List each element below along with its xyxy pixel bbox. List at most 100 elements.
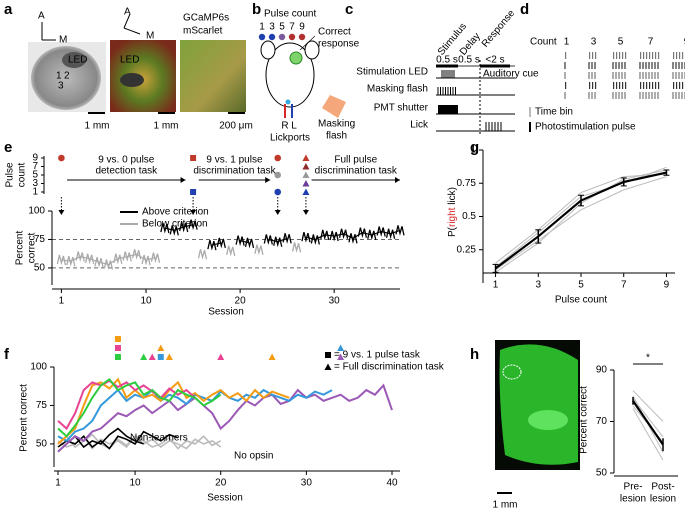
session-trace [160,222,170,234]
session-trace [367,229,377,241]
duration-label: <2 s [485,55,504,66]
channel-label: mScarlet [183,26,223,37]
pulse-dot [268,33,276,41]
cue-label: Auditory cue [483,69,539,80]
y-tick-label: 75 [34,234,46,245]
marker [302,180,310,187]
marker [302,154,310,161]
mouse-ear [260,40,276,60]
panel-label: a [4,1,13,18]
image [180,40,246,112]
arrow-head [180,177,186,183]
marker [157,344,165,351]
marker [302,171,310,178]
marker [114,336,121,342]
x-tick-label: 3 [535,280,541,291]
session-trace [207,239,217,251]
significance-label: * [646,353,650,364]
series-line [632,408,664,461]
arrow-head [190,210,197,215]
session-trace [348,233,358,244]
arrow-head [302,210,309,215]
arrow-head [274,210,281,215]
row-label: Stimulation LED [356,67,428,78]
masking-lamp [322,95,346,118]
panel-label: f [4,346,10,363]
series-line [57,379,196,431]
marker [114,345,121,351]
count-label: 5 [618,37,624,48]
site-label: 3 [58,81,64,92]
arrow-head [58,210,65,215]
compass-arrow [123,13,131,29]
epoch-label: Response [480,8,518,50]
pulse-tick-label: 7 [32,161,38,172]
channel-label: GCaMP6s [183,13,229,24]
session-trace [132,249,142,260]
y-tick-label: 50 [36,439,48,450]
session-trace [338,228,349,240]
session-trace [113,253,123,265]
x-tick-label: 30 [329,296,341,307]
session-trace [75,251,85,263]
scale-label: 1 mm [154,121,179,132]
y-tick-label: 50 [34,263,46,274]
row-label: Lick [410,120,429,131]
panel-label: c [345,1,353,18]
pulse-count-title: Pulse count [264,9,316,20]
pulse-dot [278,33,286,41]
legend-label: = 9 vs. 1 pulse task [334,350,421,361]
marker [190,189,197,195]
row-label: PMT shutter [374,103,429,114]
annotation: Masking [318,119,355,130]
y-tick-label: 100 [28,206,45,217]
session-trace [188,219,198,231]
mouse-nose [285,99,291,105]
session-trace [395,225,405,236]
y-axis-label: Percent [15,231,26,266]
session-trace [385,228,396,240]
annotation: flash [326,131,347,142]
panel-label: g [470,139,479,156]
pulse-count: 1 [259,22,265,33]
series-line [57,377,222,438]
arrow-head [265,177,271,183]
y-tick-label: 100 [30,362,47,373]
pulse-count: 3 [269,22,275,33]
marker [165,353,173,360]
marker [114,354,121,360]
traces [436,70,515,132]
marker [217,353,225,360]
x-tick-label: 30 [301,478,313,489]
task-label: Full pulse [334,155,377,166]
pulse-count: 9 [299,22,305,33]
y-tick-label: 0.25 [457,244,477,255]
scale-label: 1 mm [85,121,110,132]
y-tick-label: 50 [596,468,608,479]
series-line [632,400,664,446]
marker [140,353,148,360]
y-axis-label: Percent correct [579,386,590,454]
port-label: L [291,121,297,132]
session-trace [282,233,292,244]
led-label: LED [68,55,87,66]
legend-label: Photostimulation pulse [535,122,636,133]
x-tick-label: 20 [235,296,247,307]
lesion-outline [502,364,522,380]
compass-arrow [123,27,141,35]
window [289,51,303,65]
panel-label: d [520,1,529,18]
series-line [494,171,667,270]
x-axis-label: Session [207,493,243,504]
x-tick-label: 40 [386,478,398,489]
count-label: 1 [564,37,570,48]
marker [302,188,310,195]
marker [302,163,310,170]
y-tick-label: 1 [470,145,476,156]
marker [274,171,282,179]
arrow-head [395,177,400,183]
session-trace [320,229,330,241]
session-trace [66,255,76,267]
